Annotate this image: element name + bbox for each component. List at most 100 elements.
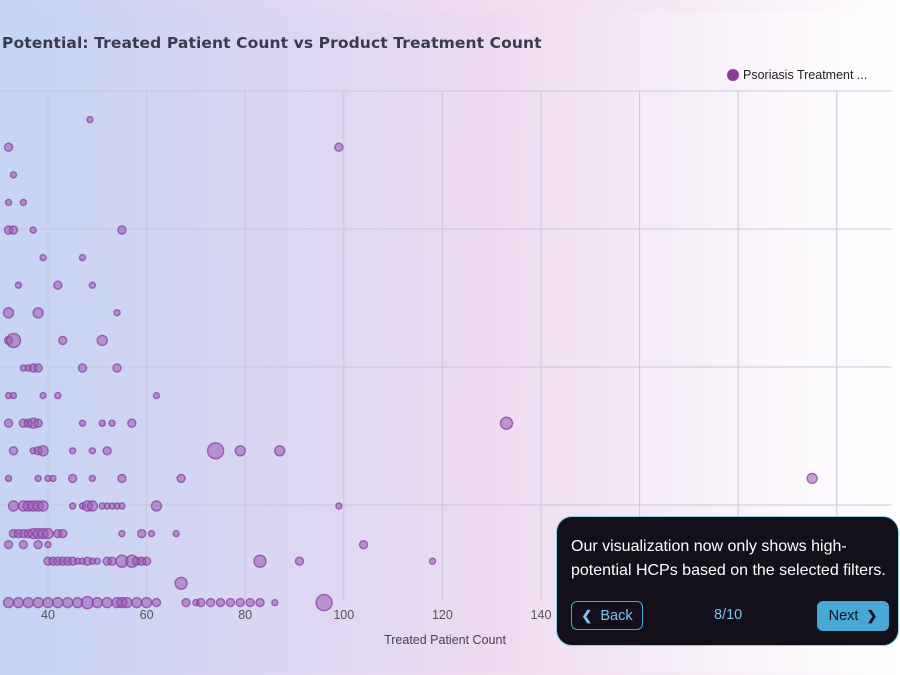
data-point[interactable] <box>108 419 116 427</box>
data-point[interactable] <box>37 445 49 457</box>
data-point[interactable] <box>9 391 18 400</box>
data-point[interactable] <box>52 596 64 609</box>
data-point[interactable] <box>2 307 15 319</box>
data-point[interactable] <box>19 198 28 207</box>
data-point[interactable] <box>39 391 47 400</box>
data-point[interactable] <box>9 171 18 179</box>
data-point[interactable] <box>358 539 369 550</box>
data-point[interactable] <box>86 115 94 124</box>
data-point[interactable] <box>150 500 163 512</box>
data-point[interactable] <box>117 225 127 235</box>
data-point[interactable] <box>235 597 245 608</box>
data-point[interactable] <box>62 596 74 609</box>
legend[interactable]: Psoriasis Treatment ... <box>727 68 867 82</box>
data-point[interactable] <box>29 226 37 234</box>
data-point[interactable] <box>33 539 43 550</box>
data-point[interactable] <box>335 502 343 510</box>
data-point[interactable] <box>102 446 112 456</box>
data-point[interactable] <box>78 419 87 427</box>
data-point[interactable] <box>68 447 77 455</box>
data-point[interactable] <box>96 334 108 347</box>
data-point[interactable] <box>32 596 44 609</box>
data-point[interactable] <box>118 502 126 510</box>
data-point[interactable] <box>127 418 137 428</box>
data-point[interactable] <box>141 556 152 566</box>
data-point[interactable] <box>86 500 99 512</box>
data-point[interactable] <box>274 445 286 457</box>
data-point[interactable] <box>34 474 42 483</box>
data-point[interactable] <box>88 447 97 455</box>
data-point[interactable] <box>4 474 13 483</box>
data-point[interactable] <box>147 529 156 538</box>
data-point[interactable] <box>225 597 236 608</box>
data-point[interactable] <box>117 473 127 484</box>
data-point[interactable] <box>245 597 255 608</box>
data-point[interactable] <box>140 596 153 609</box>
data-point[interactable] <box>271 598 279 607</box>
data-point[interactable] <box>181 597 191 608</box>
data-point[interactable] <box>152 391 161 400</box>
data-point[interactable] <box>131 596 143 609</box>
data-point[interactable] <box>107 556 117 566</box>
data-point[interactable] <box>91 596 104 609</box>
data-point[interactable] <box>3 539 14 550</box>
data-point[interactable] <box>118 529 126 538</box>
data-point[interactable] <box>33 418 43 428</box>
data-point[interactable] <box>806 472 818 485</box>
data-point[interactable] <box>54 391 62 400</box>
data-point[interactable] <box>42 527 54 540</box>
data-point[interactable] <box>428 557 437 565</box>
data-point[interactable] <box>196 597 206 608</box>
data-point[interactable] <box>255 597 265 608</box>
data-point[interactable] <box>44 540 52 549</box>
data-point[interactable] <box>2 596 15 609</box>
data-point[interactable] <box>39 253 47 262</box>
data-point[interactable] <box>499 416 514 430</box>
data-point[interactable] <box>101 596 113 609</box>
data-point[interactable] <box>172 529 180 538</box>
data-point[interactable] <box>206 442 225 460</box>
data-point[interactable] <box>174 576 188 590</box>
data-point[interactable] <box>88 474 97 483</box>
data-point[interactable] <box>93 557 102 565</box>
data-point[interactable] <box>3 142 14 152</box>
data-point[interactable] <box>4 198 13 207</box>
data-point[interactable] <box>215 597 226 608</box>
data-point[interactable] <box>49 474 57 483</box>
data-point[interactable] <box>22 596 34 609</box>
data-point[interactable] <box>113 309 121 317</box>
data-point[interactable] <box>315 593 333 612</box>
data-point[interactable] <box>112 363 122 373</box>
data-point[interactable] <box>88 281 97 289</box>
data-point[interactable] <box>32 307 44 319</box>
data-point[interactable] <box>53 280 63 290</box>
data-point[interactable] <box>8 446 19 456</box>
data-point[interactable] <box>98 419 106 427</box>
data-point[interactable] <box>3 418 14 428</box>
back-button[interactable]: ❮ Back <box>571 601 643 630</box>
data-point[interactable] <box>334 142 344 152</box>
data-point[interactable] <box>205 597 216 608</box>
data-point[interactable] <box>8 225 19 235</box>
data-point[interactable] <box>58 528 68 539</box>
data-point[interactable] <box>37 500 49 512</box>
data-point[interactable] <box>67 473 78 484</box>
data-point[interactable] <box>42 596 54 609</box>
data-point[interactable] <box>58 335 68 346</box>
data-point[interactable] <box>18 539 29 550</box>
data-point[interactable] <box>176 473 186 484</box>
data-point[interactable] <box>14 281 23 289</box>
data-point[interactable] <box>121 596 133 609</box>
data-point[interactable] <box>136 528 147 539</box>
data-point[interactable] <box>151 597 162 608</box>
data-point[interactable] <box>7 500 20 512</box>
data-point[interactable] <box>77 363 88 373</box>
data-point[interactable] <box>12 596 25 609</box>
next-button[interactable]: Next ❯ <box>817 601 889 631</box>
data-point[interactable] <box>294 556 305 566</box>
data-point[interactable] <box>78 253 87 262</box>
data-point[interactable] <box>33 363 43 373</box>
data-point[interactable] <box>253 554 267 568</box>
data-point[interactable] <box>5 332 22 349</box>
data-point[interactable] <box>68 502 77 510</box>
